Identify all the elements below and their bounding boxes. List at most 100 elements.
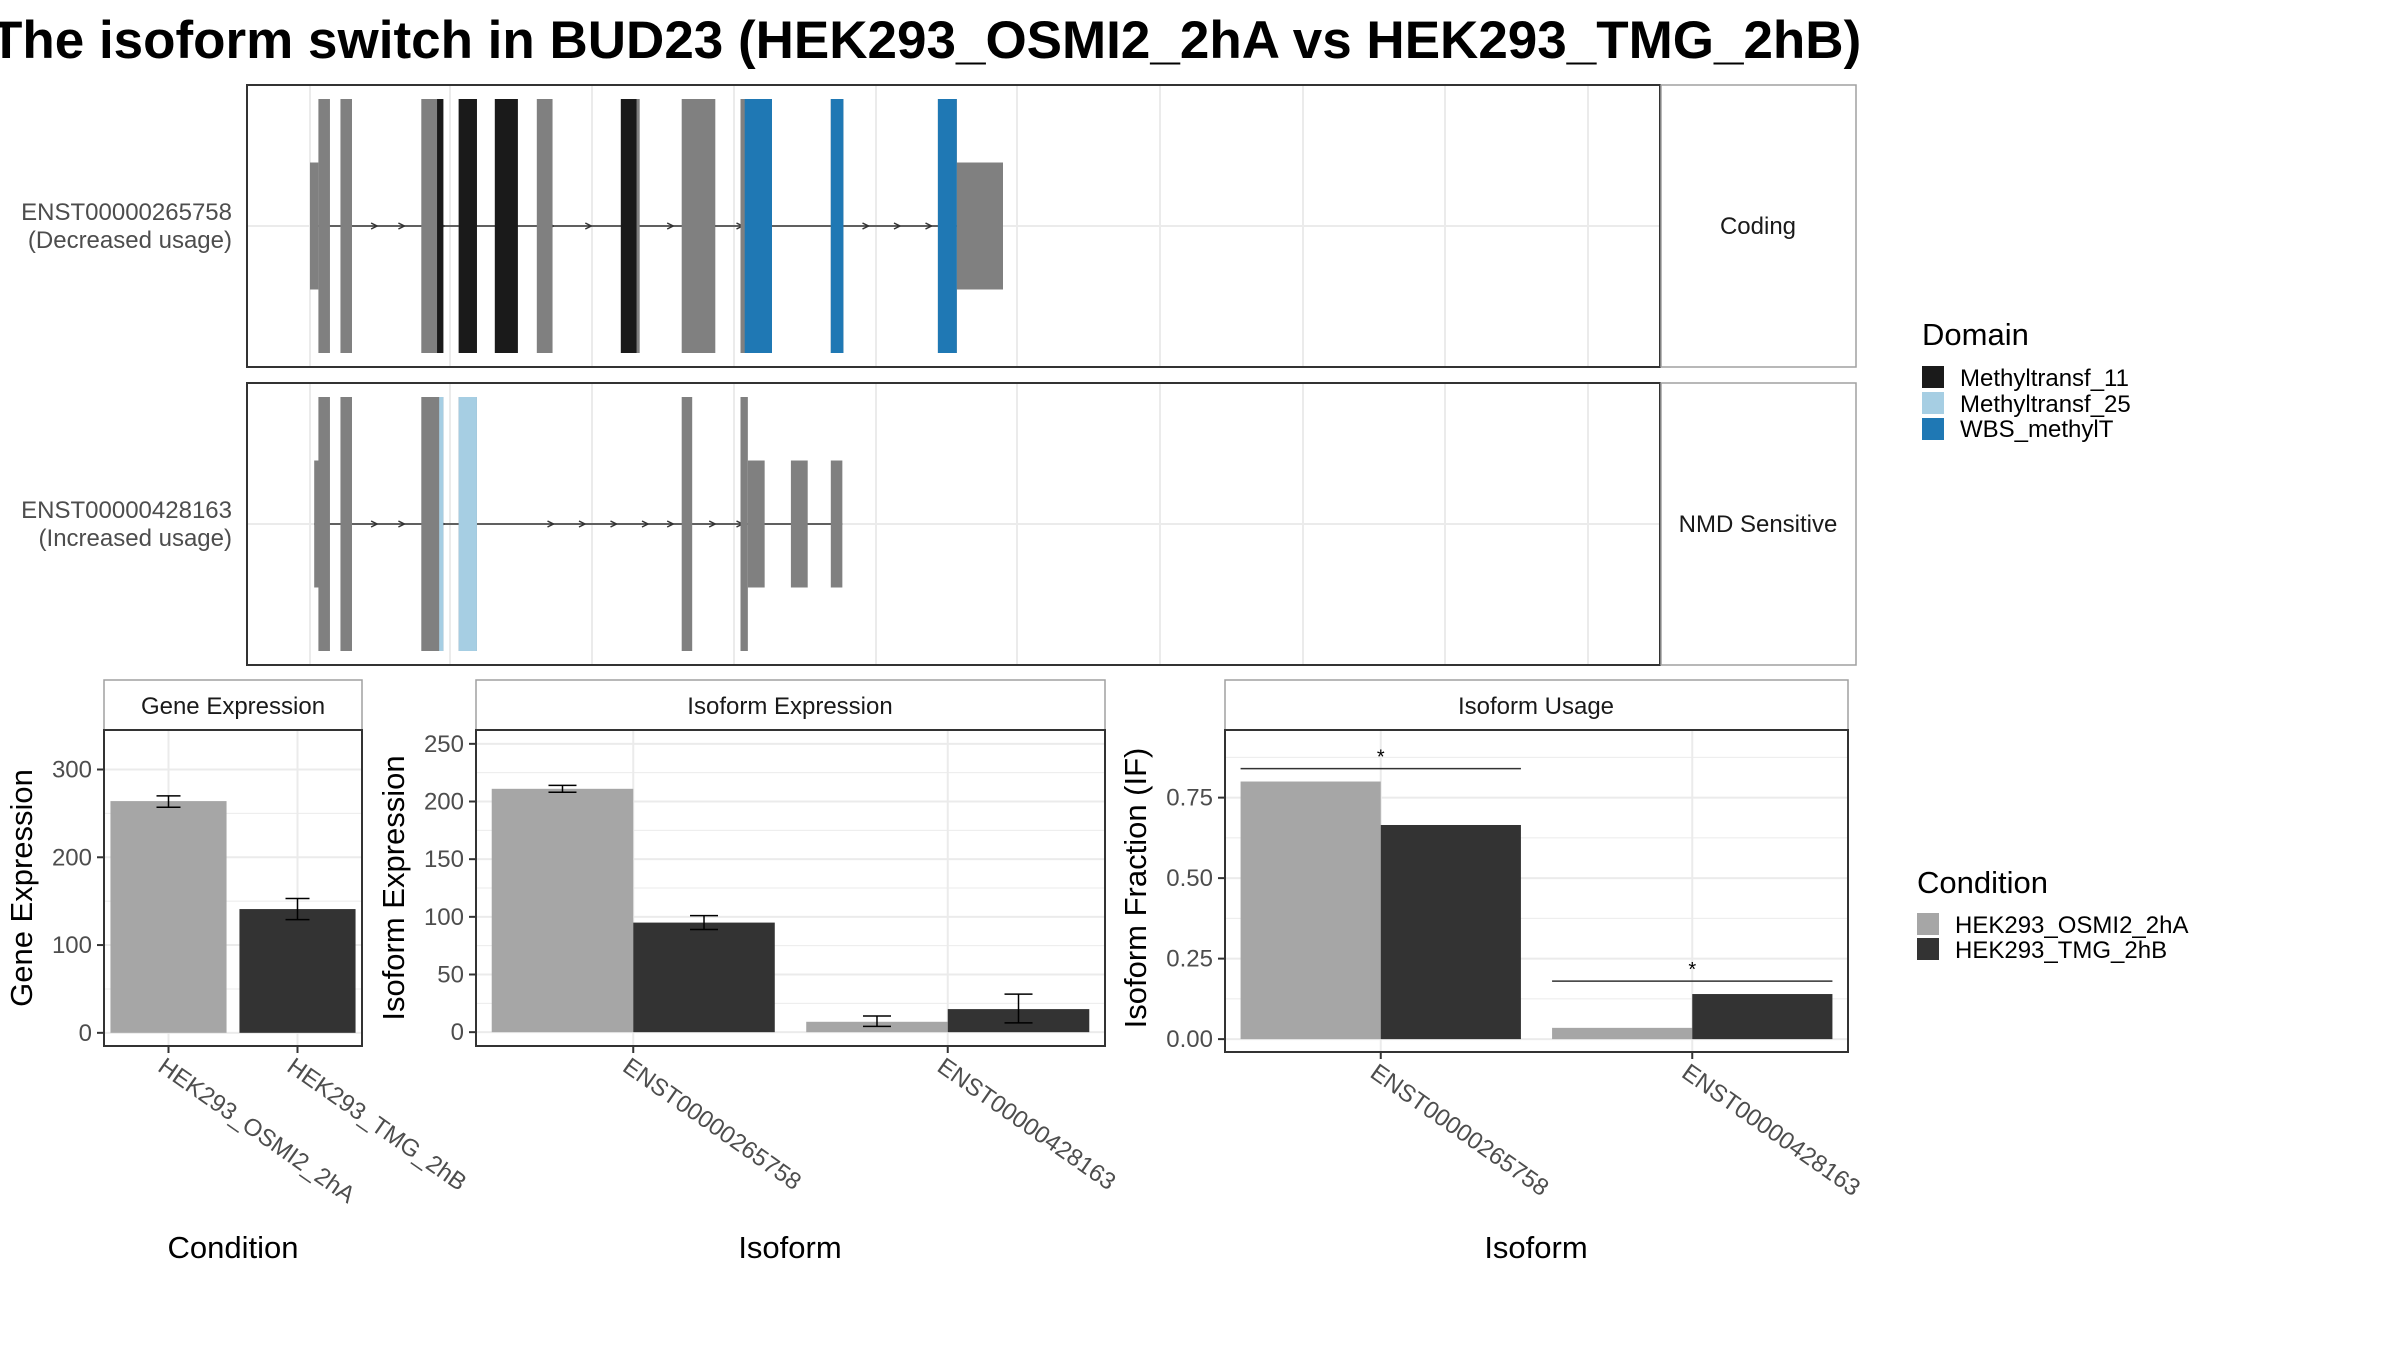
strand-arrow <box>578 520 587 528</box>
strand-arrow <box>862 222 871 230</box>
strand-arrow <box>398 222 407 230</box>
bar <box>491 788 634 1033</box>
transcript-structure-1 <box>310 99 1003 353</box>
strand-arrow <box>925 222 934 230</box>
gene-expression-strip <box>103 679 363 731</box>
y-tick-label: 0 <box>451 1019 464 1046</box>
domain-legend-title: Domain <box>1922 317 2029 352</box>
condition-legend-label: HEK293_TMG_2hB <box>1955 937 2167 964</box>
domain-block <box>458 397 477 651</box>
bar <box>110 801 227 1033</box>
y-tick-label: 100 <box>52 932 92 959</box>
exon-block <box>318 397 330 651</box>
transcript-id-label-2: ENST00000428163 <box>21 497 232 524</box>
bar <box>1380 824 1521 1040</box>
strand-arrow <box>398 520 407 528</box>
domain-block <box>437 99 444 353</box>
exon-block <box>536 99 553 353</box>
transcript-id-label-1: ENST00000265758 <box>21 199 232 226</box>
isoform-expression-strip <box>475 679 1106 731</box>
exon-block <box>956 162 1003 290</box>
x-tick-label: ENST00000428163 <box>1677 1059 1865 1202</box>
strand-arrow <box>370 520 379 528</box>
transcript-strip-label-1: Coding <box>1720 213 1796 240</box>
isoform-expression-xlabel: Isoform <box>738 1230 841 1265</box>
domain-block <box>458 99 477 353</box>
significance-star: * <box>1688 959 1696 981</box>
domain-legend-label: Methyltransf_25 <box>1960 391 2131 418</box>
condition-legend: Condition HEK293_OSMI2_2hA HEK293_TMG_2h… <box>1917 865 2188 964</box>
domain-legend-swatch <box>1922 392 1944 414</box>
gene-expression-ylabel: Gene Expression <box>4 769 39 1007</box>
isoform-expression-title: Isoform Expression <box>687 693 892 720</box>
domain-block <box>439 397 444 651</box>
condition-legend-title: Condition <box>1917 865 2048 900</box>
exon-block <box>681 99 716 353</box>
y-tick-label: 50 <box>437 961 464 988</box>
x-tick-label: ENST00000428163 <box>932 1053 1120 1196</box>
exon-block <box>830 460 843 588</box>
figure-title: The isoform switch in BUD23 (HEK293_OSMI… <box>0 11 1861 70</box>
domain-legend-label: Methyltransf_11 <box>1960 365 2129 392</box>
exon-block <box>681 397 693 651</box>
isoform-usage-ylabel: Isoform Fraction (IF) <box>1118 748 1153 1029</box>
exon-block <box>340 397 352 651</box>
strand-arrow <box>893 222 902 230</box>
strand-arrow <box>370 222 379 230</box>
gene-expression-panel-border <box>103 729 363 1047</box>
y-tick-label: 200 <box>424 789 464 816</box>
isoform-usage-chart: Isoform Usage 0.00 0.25 0.50 0.75 ENST000002… <box>1118 679 1865 1265</box>
domain-legend-label: WBS_methylT <box>1960 416 2114 443</box>
gene-expression-xlabel: Condition <box>168 1230 299 1265</box>
exon-block <box>310 162 319 290</box>
strand-arrow <box>610 520 619 528</box>
y-tick-label: 200 <box>52 844 92 871</box>
exon-block <box>740 397 748 651</box>
bar <box>239 909 356 1033</box>
condition-legend-label: HEK293_OSMI2_2hA <box>1955 912 2188 939</box>
domain-block <box>620 99 637 353</box>
bar <box>1240 781 1381 1040</box>
isoform-usage-strip <box>1224 679 1849 731</box>
transcript-strip-1 <box>1660 84 1857 368</box>
domain-legend-swatch <box>1922 366 1944 388</box>
strand-arrow <box>584 222 593 230</box>
y-tick-label: 0.50 <box>1166 865 1213 892</box>
domain-block <box>494 99 518 353</box>
strand-arrow <box>641 520 650 528</box>
significance-star: * <box>1377 747 1385 769</box>
y-tick-label: 150 <box>424 846 464 873</box>
x-tick-label: ENST00000265758 <box>1365 1059 1553 1202</box>
transcript-structure-2 <box>314 397 843 651</box>
transcript-usage-label-1: (Decreased usage) <box>28 227 232 254</box>
y-tick-label: 100 <box>424 904 464 931</box>
exon-block <box>340 99 352 353</box>
isoform-expression-ylabel: Isoform Expression <box>376 755 411 1020</box>
transcript-usage-label-2: (Increased usage) <box>39 525 232 552</box>
strand-arrow <box>708 520 717 528</box>
domain-block <box>830 99 844 353</box>
gene-expression-title: Gene Expression <box>141 693 325 720</box>
condition-legend-swatch <box>1917 938 1939 960</box>
transcript-strip-2 <box>1660 382 1857 666</box>
strand-arrow <box>547 520 556 528</box>
domain-block <box>744 99 772 353</box>
bar <box>1692 994 1833 1040</box>
exon-block <box>790 460 808 588</box>
isoform-usage-panel-border <box>1224 729 1849 1053</box>
exon-block <box>421 397 444 651</box>
strand-arrow <box>666 520 675 528</box>
domain-block <box>940 99 953 353</box>
x-tick-label: ENST00000265758 <box>618 1053 806 1196</box>
transcript-track-1: ENST00000265758 (Decreased usage) Coding <box>21 84 1857 368</box>
isoform-usage-title: Isoform Usage <box>1458 693 1614 720</box>
y-tick-label: 300 <box>52 757 92 784</box>
y-tick-label: 250 <box>424 731 464 758</box>
bar <box>633 922 775 1033</box>
transcript-strip-label-2: NMD Sensitive <box>1679 511 1838 538</box>
condition-legend-swatch <box>1917 913 1939 935</box>
y-tick-label: 0.75 <box>1166 785 1213 812</box>
exon-block <box>318 99 330 353</box>
bar <box>1552 1027 1693 1040</box>
